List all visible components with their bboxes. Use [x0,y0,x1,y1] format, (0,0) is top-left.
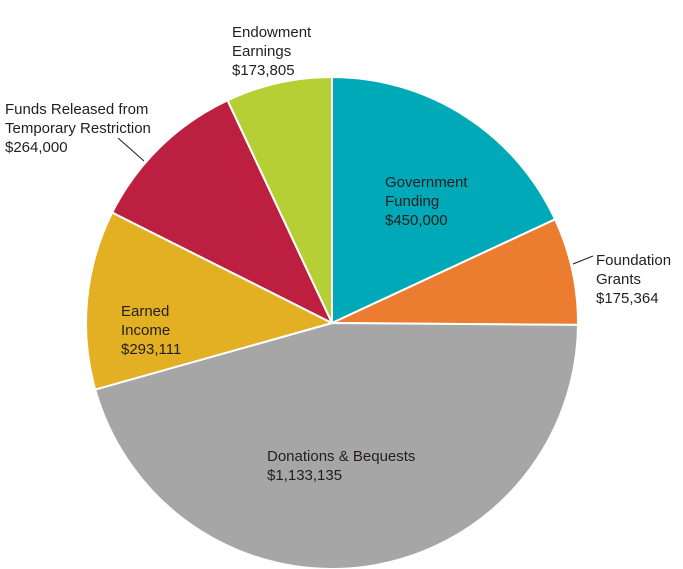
slice-value-label: $264,000 [5,139,68,156]
slice-name-label: Earned [121,303,169,320]
slice-name-label: Endowment [232,24,312,41]
slice-label: Funds Released from Temporary Restriction… [5,101,151,156]
slice-labels: Government Funding $450,000 Foundation Grant… [5,24,671,484]
slice-name-label: Funds Released from [5,101,148,118]
slice-label: Foundation Grants $175,364 [596,252,671,307]
slice-value-label: $173,805 [232,62,295,79]
slice-value-label: $175,364 [596,290,659,307]
slice-label: Endowment Earnings $173,805 [232,24,312,79]
pie-slice [226,76,333,324]
slice-name-label: Earnings [232,43,291,60]
slice-name-label: Grants [596,271,641,288]
slice-label: Earned Income $293,111 [121,303,181,358]
pie-slice [331,76,557,324]
slice-label: Government Funding $450,000 [385,174,468,229]
slice-value-label: $450,000 [385,212,448,229]
pie-slices [85,76,579,569]
slice-value-label: $1,133,135 [267,467,342,484]
slice-name-label: Government [385,174,468,191]
slice-value-label: $293,111 [121,341,181,358]
leader-line [572,255,594,265]
slice-name-label: Temporary Restriction [5,120,151,137]
leader-lines [117,137,594,265]
pie-slice [85,211,333,391]
leader-line [117,137,145,162]
slice-name-label: Donations & Bequests [267,448,415,465]
slice-name-label: Income [121,322,170,339]
pie-slice [111,99,333,324]
slice-label: Donations & Bequests $1,133,135 [267,448,415,484]
pie-slice [94,322,579,569]
slice-name-label: Funding [385,193,439,210]
pie-slice [331,218,579,326]
slice-name-label: Foundation [596,252,671,269]
